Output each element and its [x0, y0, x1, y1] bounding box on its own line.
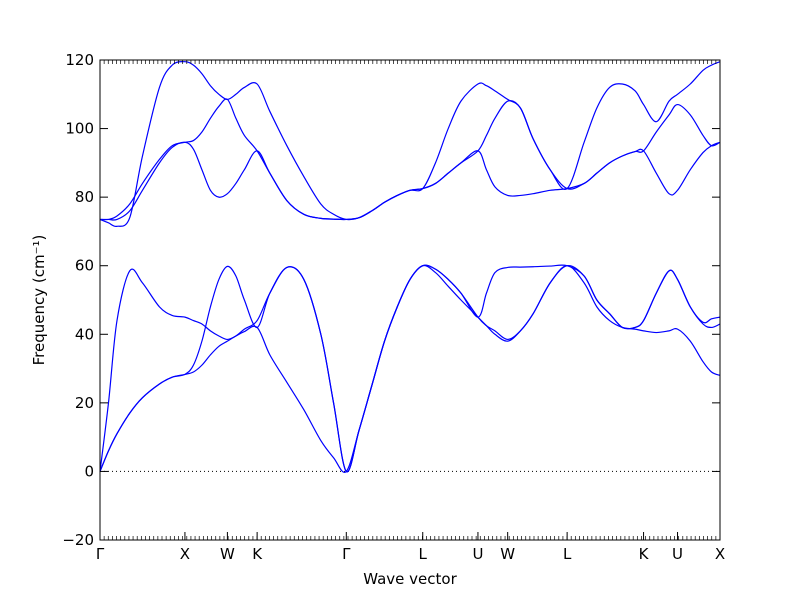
- band-series: [99, 61, 721, 473]
- y-tick-label: 120: [65, 51, 94, 69]
- band-line-3: [99, 264, 721, 473]
- x-tick-label: X: [715, 545, 725, 563]
- y-tick-label: 60: [75, 257, 94, 275]
- x-tick-label: K: [252, 545, 263, 563]
- x-tick-label: K: [639, 545, 650, 563]
- y-axis-ticks: −20 0 20 40 60 80 100 120: [62, 51, 720, 549]
- x-tick-label: L: [419, 545, 428, 563]
- band-line-2: [99, 264, 721, 473]
- x-tick-label: X: [180, 545, 190, 563]
- y-tick-label: 20: [75, 394, 94, 412]
- y-tick-label: −20: [62, 531, 94, 549]
- y-tick-label: 0: [84, 462, 94, 480]
- x-tick-label: W: [500, 545, 515, 563]
- band-line-6: [99, 61, 721, 228]
- x-tick-label: Γ: [342, 545, 351, 563]
- y-axis-label: Frequency (cm⁻¹): [30, 235, 48, 366]
- x-tick-label: W: [220, 545, 235, 563]
- band-line-5: [99, 98, 721, 221]
- y-tick-label: 80: [75, 188, 94, 206]
- x-axis-label: Wave vector: [363, 570, 457, 588]
- plot-frame: [99, 59, 721, 541]
- x-tick-label: Γ: [96, 545, 105, 563]
- x-tick-label: U: [672, 545, 683, 563]
- band-line-1: [99, 264, 721, 473]
- y-tick-label: 100: [65, 120, 94, 138]
- x-tick-label: U: [472, 545, 483, 563]
- x-tick-label: L: [563, 545, 572, 563]
- y-tick-label: 40: [75, 325, 94, 343]
